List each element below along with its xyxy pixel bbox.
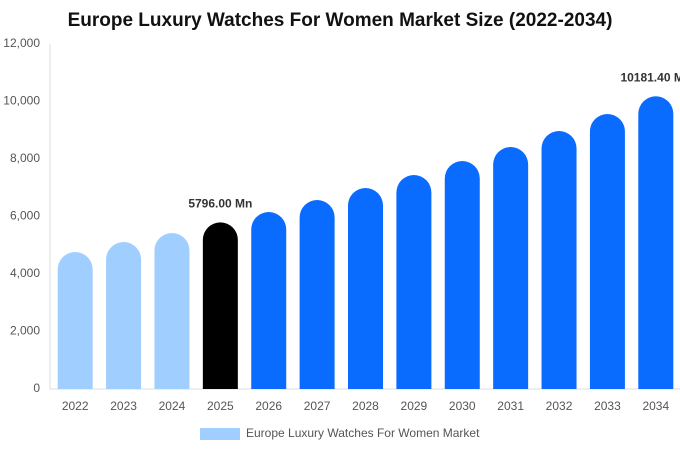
value-label: 10181.40 Mn bbox=[620, 70, 680, 84]
x-tick-label: 2025 bbox=[207, 399, 234, 413]
bar bbox=[348, 188, 383, 389]
x-tick-label: 2028 bbox=[352, 399, 379, 413]
value-label: 5796.00 Mn bbox=[188, 197, 252, 211]
y-tick-label: 10,000 bbox=[3, 94, 40, 108]
bar bbox=[444, 161, 480, 389]
bar bbox=[541, 131, 577, 389]
x-tick-label: 2033 bbox=[594, 399, 621, 413]
y-tick-label: 2,000 bbox=[10, 324, 40, 338]
x-tick-label: 2034 bbox=[642, 399, 669, 413]
bar bbox=[638, 96, 674, 389]
x-tick-label: 2026 bbox=[255, 399, 282, 413]
y-tick-label: 8,000 bbox=[10, 151, 40, 165]
chart-title: Europe Luxury Watches For Women Market S… bbox=[68, 10, 613, 31]
y-tick-label: 4,000 bbox=[10, 266, 40, 280]
y-tick-label: 0 bbox=[33, 381, 40, 395]
x-tick-label: 2027 bbox=[304, 399, 331, 413]
x-tick-label: 2023 bbox=[110, 399, 137, 413]
x-tick-label: 2030 bbox=[449, 399, 476, 413]
bar bbox=[57, 252, 93, 389]
x-tick-label: 2022 bbox=[62, 399, 89, 413]
x-tick-label: 2024 bbox=[159, 399, 186, 413]
legend-swatch bbox=[200, 428, 240, 440]
y-tick-label: 12,000 bbox=[3, 36, 40, 50]
x-tick-label: 2029 bbox=[401, 399, 428, 413]
bar bbox=[251, 211, 287, 389]
bar bbox=[106, 242, 142, 389]
x-tick-label: 2032 bbox=[546, 399, 573, 413]
bar bbox=[202, 222, 238, 389]
bar bbox=[589, 114, 625, 389]
x-tick-label: 2031 bbox=[497, 399, 524, 413]
legend-label: Europe Luxury Watches For Women Market bbox=[246, 426, 480, 440]
bar bbox=[493, 147, 529, 389]
bar bbox=[396, 175, 432, 389]
bar bbox=[299, 199, 335, 389]
bar bbox=[154, 233, 190, 389]
y-tick-label: 6,000 bbox=[10, 209, 40, 223]
